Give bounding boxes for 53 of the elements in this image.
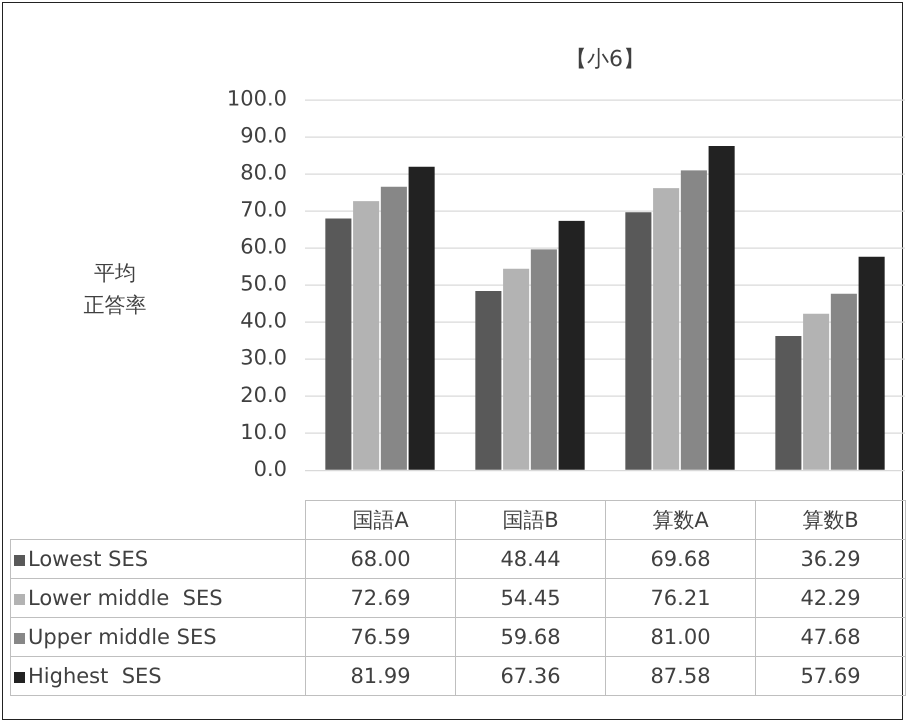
data-label: 87.58 (606, 656, 756, 696)
y-tick-label: 50.0 (240, 272, 287, 296)
y-tick-label: 90.0 (240, 123, 287, 148)
data-label: 76.21 (606, 578, 756, 618)
y-tick-label: 10.0 (240, 420, 287, 444)
data-label: 59.68 (456, 618, 606, 656)
x-tick-label: 算数B (756, 500, 906, 540)
x-tick-label: 算数A (606, 500, 756, 540)
bar (475, 290, 502, 470)
y-tick-label: 40.0 (240, 308, 287, 333)
bar (775, 336, 802, 470)
bar (653, 188, 680, 470)
bar (325, 218, 352, 470)
y-tick-label: 30.0 (240, 346, 287, 370)
x-tick-label: 国語A (306, 500, 456, 540)
legend-label: Upper middle SES (10, 618, 306, 656)
bar (408, 166, 435, 470)
data-label: 47.68 (756, 618, 906, 656)
bar (708, 146, 735, 470)
data-label: 48.44 (456, 540, 606, 578)
data-label: 69.68 (606, 540, 756, 578)
legend-label: Highest SES (10, 656, 306, 696)
data-label: 81.99 (306, 656, 456, 696)
bar (558, 220, 585, 470)
legend-label: Lower middle SES (10, 578, 306, 618)
bar (858, 256, 885, 470)
bar (353, 201, 380, 470)
bar (530, 249, 557, 470)
legend-label: Lowest SES (10, 540, 306, 578)
y-tick-label: 0.0 (254, 456, 287, 481)
data-label: 67.36 (456, 656, 606, 696)
bar (830, 294, 857, 470)
bar (503, 268, 530, 470)
bar (803, 314, 830, 470)
data-label: 42.29 (756, 578, 906, 618)
data-label: 81.00 (606, 618, 756, 656)
data-label: 36.29 (756, 540, 906, 578)
bar (380, 186, 407, 470)
y-tick-label: 60.0 (240, 234, 287, 259)
bar (625, 212, 652, 470)
data-label: 76.59 (306, 618, 456, 656)
y-tick-label: 80.0 (240, 160, 287, 185)
x-tick-label: 国語B (456, 500, 606, 540)
data-label: 57.69 (756, 656, 906, 696)
bar (680, 170, 707, 470)
y-tick-label: 70.0 (240, 198, 287, 222)
y-tick-label: 100.0 (226, 86, 287, 110)
data-label: 68.00 (306, 540, 456, 578)
y-tick-label: 20.0 (240, 382, 287, 407)
data-label: 72.69 (306, 578, 456, 618)
data-label: 54.45 (456, 578, 606, 618)
y-axis-title: 平均正答率 (82, 260, 148, 319)
chart-title: 【小6】 (564, 46, 646, 74)
